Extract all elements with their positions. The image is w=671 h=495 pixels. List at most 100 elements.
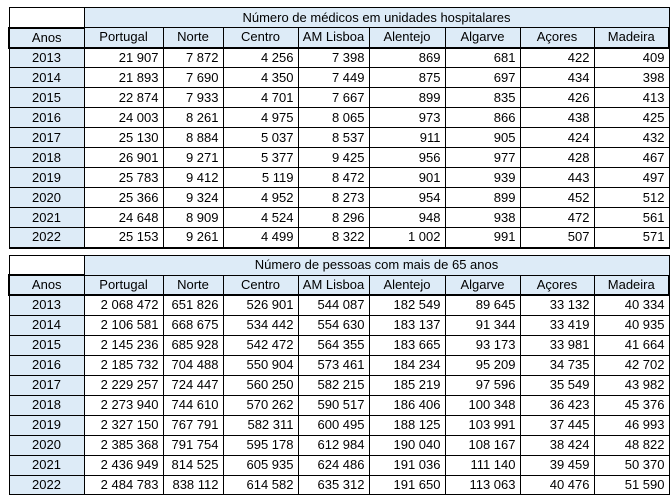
value-cell: 40 476 (519, 474, 595, 495)
header-row: Anos Portugal Norte Centro AM Lisboa Alentejo… (8, 26, 670, 49)
value-cell: 554 630 (297, 314, 370, 336)
value-cell: 184 234 (368, 354, 446, 376)
value-cell: 50 370 (593, 454, 670, 476)
value-cell: 905 (444, 127, 521, 148)
year-cell: 2016 (8, 354, 85, 376)
value-cell: 424 (519, 127, 595, 148)
value-cell: 2 436 949 (83, 454, 164, 476)
value-cell: 901 (368, 167, 446, 188)
value-cell: 9 261 (162, 227, 224, 249)
year-cell: 2016 (8, 107, 85, 128)
table-row: 2019 25 783 9 412 5 119 8 472 901 939 443 497 (8, 167, 670, 188)
value-cell: 91 344 (444, 314, 521, 336)
value-cell: 7 449 (297, 67, 370, 88)
value-cell: 704 488 (162, 354, 224, 376)
value-cell: 97 596 (444, 374, 521, 396)
value-cell: 512 (593, 187, 670, 208)
value-cell: 428 (519, 147, 595, 168)
value-cell: 542 472 (222, 334, 299, 356)
value-cell: 590 517 (297, 394, 370, 416)
value-cell: 93 173 (444, 334, 521, 356)
value-cell: 2 484 783 (83, 474, 164, 495)
value-cell: 191 650 (368, 474, 446, 495)
value-cell: 8 909 (162, 207, 224, 228)
value-cell: 2 106 581 (83, 314, 164, 336)
value-cell: 89 645 (444, 294, 521, 316)
value-cell: 398 (593, 67, 670, 88)
value-cell: 190 040 (368, 434, 446, 456)
value-cell: 973 (368, 107, 446, 128)
value-cell: 4 524 (222, 207, 299, 228)
year-cell: 2020 (8, 187, 85, 208)
table-row: 2021 24 648 8 909 4 524 8 296 948 938 472 561 (8, 207, 670, 228)
year-cell: 2015 (8, 87, 85, 108)
years-column-header: Anos (8, 274, 85, 296)
value-cell: 697 (444, 67, 521, 88)
value-cell: 595 178 (222, 434, 299, 456)
value-cell: 103 991 (444, 414, 521, 436)
table-row: 2014 2 106 581 668 675 534 442 554 630 183 13… (8, 314, 670, 336)
value-cell: 635 312 (297, 474, 370, 495)
value-cell: 25 783 (83, 167, 164, 188)
value-cell: 724 447 (162, 374, 224, 396)
value-cell: 2 145 236 (83, 334, 164, 356)
value-cell: 8 537 (297, 127, 370, 148)
year-cell: 2014 (8, 314, 85, 336)
value-cell: 443 (519, 167, 595, 188)
value-cell: 472 (519, 207, 595, 228)
table-row: 2022 2 484 783 838 112 614 582 635 312 191 65… (8, 474, 670, 495)
value-cell: 22 874 (83, 87, 164, 108)
value-cell: 183 137 (368, 314, 446, 336)
value-cell: 413 (593, 87, 670, 108)
column-header-4: Alentejo (368, 27, 446, 49)
value-cell: 600 495 (297, 414, 370, 436)
table-row: 2017 25 130 8 884 5 037 8 537 911 905 424 432 (8, 127, 670, 148)
value-cell: 767 791 (162, 414, 224, 436)
value-cell: 185 219 (368, 374, 446, 396)
value-cell: 814 525 (162, 454, 224, 476)
table-row: 2020 2 385 368 791 754 595 178 612 984 190 04… (8, 434, 670, 456)
value-cell: 5 377 (222, 147, 299, 168)
table-row: 2013 21 907 7 872 4 256 7 398 869 681 422 409 (8, 47, 670, 68)
value-cell: 534 442 (222, 314, 299, 336)
value-cell: 2 185 732 (83, 354, 164, 376)
value-cell: 2 273 940 (83, 394, 164, 416)
value-cell: 25 153 (83, 227, 164, 249)
value-cell: 426 (519, 87, 595, 108)
value-cell: 45 376 (593, 394, 670, 416)
value-cell: 526 901 (222, 294, 299, 316)
table-row: 2021 2 436 949 814 525 605 935 624 486 191 03… (8, 454, 670, 476)
table-body: 2013 2 068 472 651 826 526 901 544 087 182 54… (8, 294, 670, 495)
table-row: 2014 21 893 7 690 4 350 7 449 875 697 434 398 (8, 67, 670, 88)
column-header-7: Madeira (593, 274, 670, 296)
value-cell: 183 665 (368, 334, 446, 356)
value-cell: 875 (368, 67, 446, 88)
value-cell: 507 (519, 227, 595, 249)
title-row: Número de pessoas com mais de 65 anos (8, 254, 670, 276)
value-cell: 4 952 (222, 187, 299, 208)
value-cell: 33 419 (519, 314, 595, 336)
value-cell: 48 822 (593, 434, 670, 456)
value-cell: 8 884 (162, 127, 224, 148)
value-cell: 40 935 (593, 314, 670, 336)
people-over-65-table: Número de pessoas com mais de 65 anos An… (8, 254, 670, 495)
value-cell: 8 322 (297, 227, 370, 249)
column-header-6: Açores (519, 274, 595, 296)
corner-spacer (8, 7, 85, 28)
value-cell: 422 (519, 47, 595, 68)
value-cell: 35 549 (519, 374, 595, 396)
corner-spacer (8, 254, 85, 276)
value-cell: 108 167 (444, 434, 521, 456)
value-cell: 438 (519, 107, 595, 128)
value-cell: 869 (368, 47, 446, 68)
column-header-1: Norte (162, 274, 224, 296)
value-cell: 409 (593, 47, 670, 68)
value-cell: 570 262 (222, 394, 299, 416)
value-cell: 911 (368, 127, 446, 148)
year-cell: 2019 (8, 414, 85, 436)
value-cell: 612 984 (297, 434, 370, 456)
value-cell: 42 702 (593, 354, 670, 376)
table-title: Número de médicos em unidades hospitalar… (83, 7, 670, 28)
value-cell: 46 993 (593, 414, 670, 436)
value-cell: 838 112 (162, 474, 224, 495)
